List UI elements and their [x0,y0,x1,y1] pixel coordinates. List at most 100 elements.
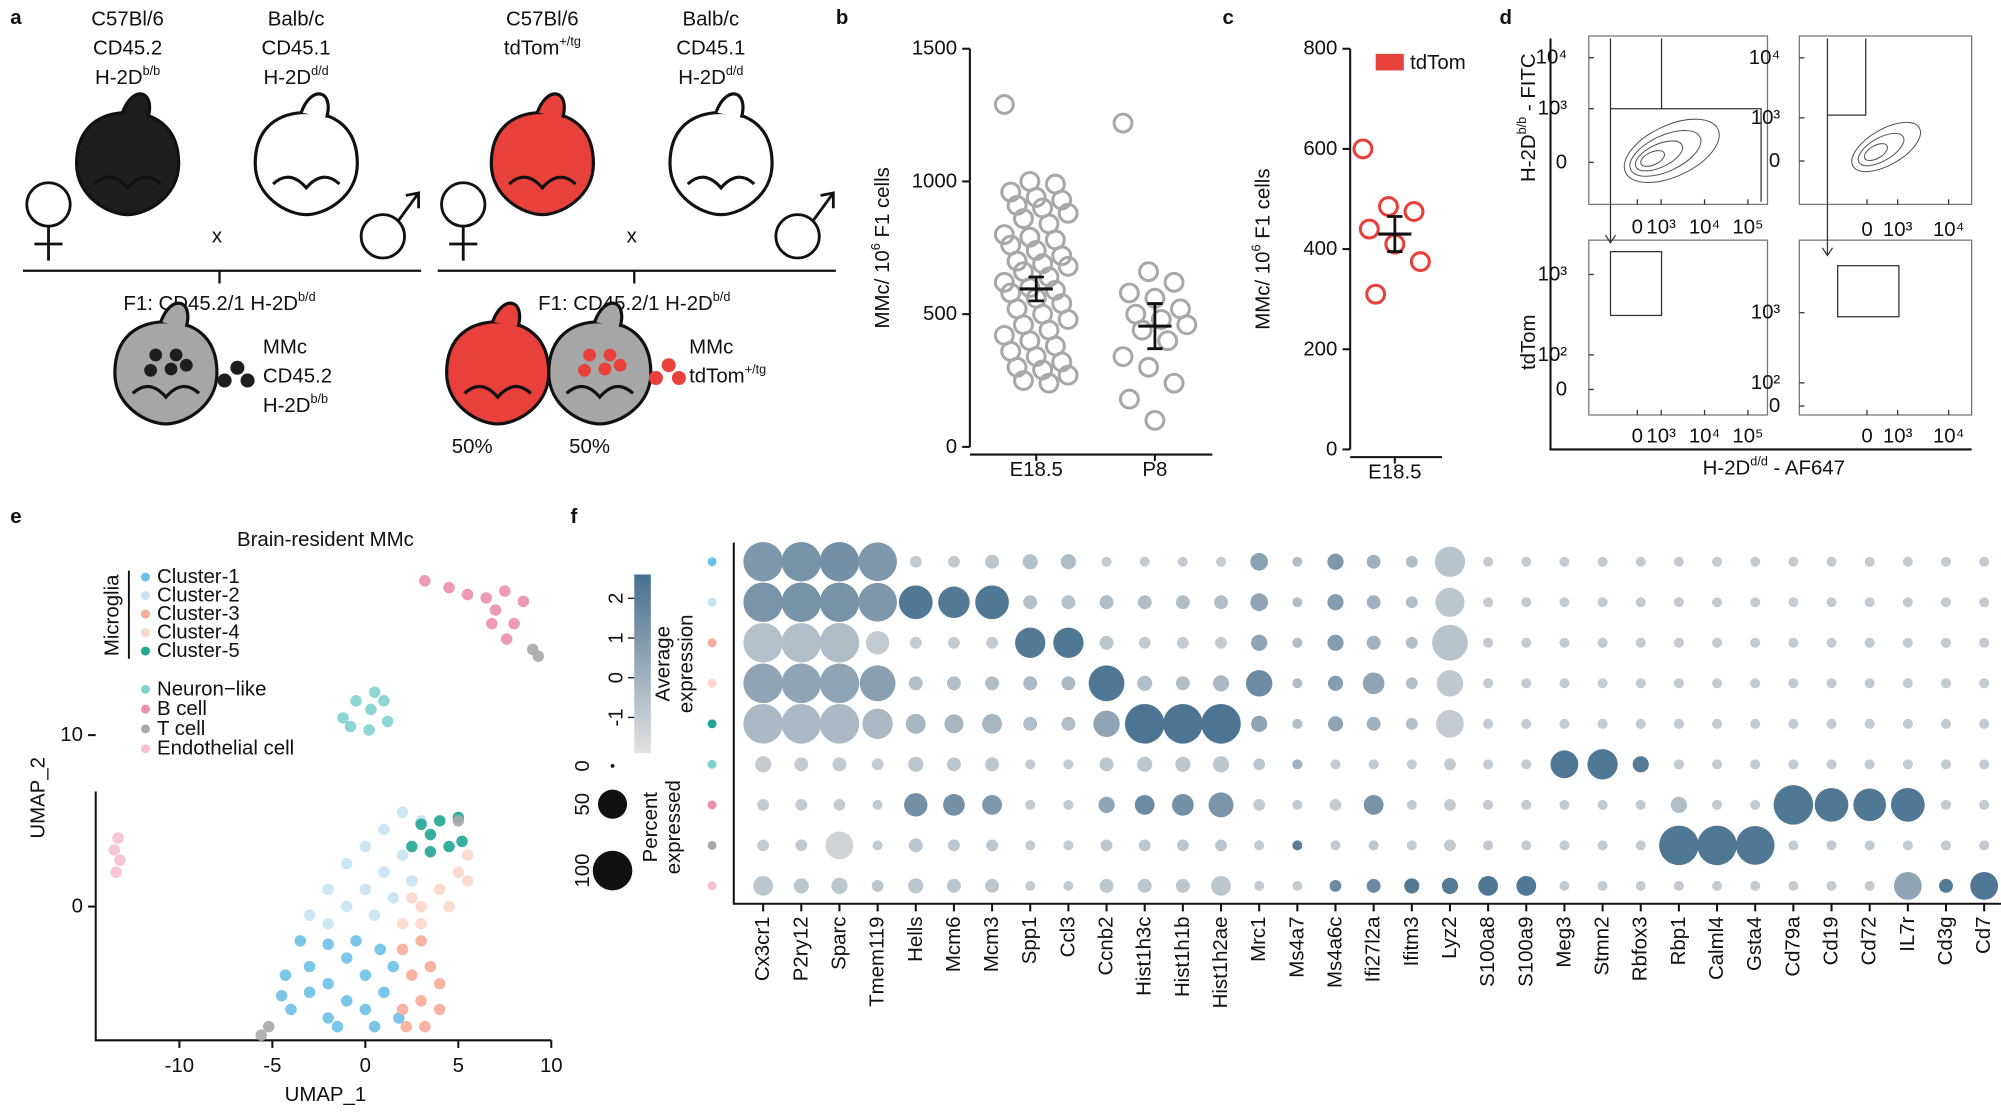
dot [1521,556,1532,567]
text-part: MMc [263,336,307,358]
dot [1864,759,1875,770]
data-point [1377,196,1399,217]
legend-label: tdTom [1410,52,1466,74]
dot [1712,718,1723,729]
dot [743,663,783,704]
parent-label: C57Bl/6 [506,8,579,30]
data-point [456,835,468,848]
text-part: CD45.1 [676,38,745,60]
dot [1559,678,1570,689]
dot [1712,799,1723,810]
dot [1635,637,1646,648]
dot [1025,840,1036,851]
mmc-dot [671,370,686,385]
gate [1826,38,1867,205]
data-point [378,823,390,836]
data-point [381,715,394,728]
dot [1597,718,1608,729]
gate [1837,265,1900,318]
y-tick-label: 0 [946,436,957,458]
legend-marker [141,572,150,582]
dot [1406,759,1417,770]
y-tick-label: 1500 [912,38,957,60]
dot [1597,678,1608,689]
dot [1216,556,1227,567]
dot [1979,840,1990,851]
dot [948,555,960,568]
flow-axes [1549,38,1972,451]
x-tick-label: 10³ [1883,426,1913,448]
dot [1597,840,1608,851]
dot [1939,878,1953,893]
data-point [517,595,530,608]
dot [1635,840,1646,851]
dot [1483,799,1494,810]
color-tick-label: 2 [605,593,627,604]
flow-plot-frame [1798,35,1973,206]
dot [781,704,822,744]
data-point [406,892,418,904]
y-axis-label: tdTom [1518,314,1540,370]
dot [1788,637,1799,648]
dot [1099,635,1114,650]
dot [865,631,890,655]
data-point [1138,261,1159,283]
dot [1245,670,1273,697]
data-point [452,866,465,879]
dot [1063,880,1074,891]
mouse-head [253,110,359,217]
dot [1163,704,1203,744]
dot [1292,597,1303,608]
dot [1673,556,1684,567]
flow-plot-frame [1798,239,1973,416]
size-tick-label: 100 [572,854,594,888]
dot [1175,756,1191,772]
dot [1292,678,1303,689]
dot [1635,799,1646,810]
dot [1330,840,1341,851]
dot [1979,718,1990,729]
dot [1022,554,1038,570]
superscript: b/d [713,290,731,304]
data-point [415,900,427,913]
superscript: 6 [1249,244,1263,251]
cross-line [22,269,422,284]
legend-marker [141,628,150,638]
y-tick-label: 0 [1556,378,1567,400]
dot [1940,637,1952,648]
dot [1940,678,1952,689]
dot [985,757,1000,772]
dot [819,663,860,704]
share-label: 50% [569,436,610,458]
data-point [1352,138,1374,160]
gate [1609,251,1663,317]
data-point [396,943,409,956]
dot [1099,878,1114,893]
mmc-label: MMc [263,336,307,358]
color-tick-label: 0 [605,672,627,683]
data-point [285,1003,297,1016]
mouse-icon [489,92,596,217]
dot [908,878,924,894]
text-part: F1 cells [872,167,894,243]
panel-letter: c [1223,7,1234,29]
data-point [461,588,474,601]
gene-label: Cd3g [1935,917,1957,966]
dot [943,794,965,816]
dot [1253,798,1266,811]
data-point [443,581,455,594]
gene-label: Ms4a7 [1286,917,1308,978]
y-tick-label: 10³ [1538,98,1568,120]
data-point [406,840,418,853]
data-point [480,592,492,604]
female-symbol [440,181,487,228]
dot [1659,825,1699,866]
dot [1292,759,1303,770]
superscript: d/d [726,64,744,78]
mouse-head [445,320,551,426]
dot [781,622,822,663]
dot [1940,840,1952,851]
dot [1902,678,1913,689]
dot [1979,759,1990,770]
dot [1890,787,1925,822]
